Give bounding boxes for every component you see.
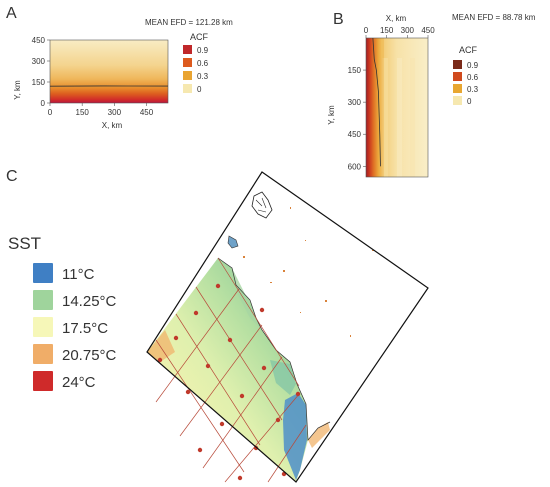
panel-c-sst-title: SST <box>8 234 41 253</box>
panel-a-legend: 0.9 0.6 0.3 0 <box>183 45 209 94</box>
panel-a-y-tick-label: 150 <box>32 78 46 87</box>
panel-a-legend-label: 0 <box>197 85 202 94</box>
panel-a-heatmap <box>50 40 168 103</box>
sea-surface-area <box>147 258 308 482</box>
sst-legend-swatch <box>33 344 53 364</box>
panel-b-x-tick-label: 0 <box>364 26 369 35</box>
sst-legend-label: 24°C <box>62 374 96 391</box>
sst-map <box>146 171 429 483</box>
panel-b-legend-label: 0.9 <box>467 61 479 70</box>
panel-b-legend-swatch <box>453 96 462 105</box>
panel-b-y-tick-label: 600 <box>348 162 362 171</box>
panel-a-legend-label: 0.9 <box>197 46 209 55</box>
panel-a-x-tick-label: 0 <box>48 108 53 117</box>
panel-a-legend-title: ACF <box>190 32 209 42</box>
panel-a: A MEAN EFD = 121.28 km Y, km 0150300450 … <box>6 5 233 130</box>
warm-patch-south <box>308 422 330 448</box>
sst-legend-label: 17.5°C <box>62 320 108 337</box>
panel-a-x-tick-label: 300 <box>108 108 122 117</box>
islands <box>227 191 273 249</box>
warm-patch-west <box>147 330 175 362</box>
sst-legend-label: 11°C <box>62 266 95 283</box>
panel-b-y-tick-label: 150 <box>348 66 362 75</box>
panel-b-legend-swatch <box>453 84 462 93</box>
panel-a-legend-swatch <box>183 58 192 67</box>
panel-a-x-tick-label: 450 <box>140 108 154 117</box>
panel-a-letter: A <box>6 5 17 22</box>
panel-b-legend-label: 0.3 <box>467 85 479 94</box>
upwelling-band <box>283 393 307 480</box>
panel-b-shading <box>381 38 415 177</box>
panel-b-legend: 0.9 0.6 0.3 0 <box>453 60 479 106</box>
panel-c-letter: C <box>6 168 18 185</box>
panel-a-legend-swatch <box>183 71 192 80</box>
panel-a-legend-label: 0.3 <box>197 72 209 81</box>
panel-b-x-tick-label: 450 <box>421 26 435 35</box>
panel-a-ylabel: Y, km <box>13 80 22 100</box>
panel-b-legend-label: 0.6 <box>467 73 479 82</box>
sst-legend-swatch <box>33 290 53 310</box>
panel-b-mean-efd: MEAN EFD = 88.78 km <box>452 13 536 22</box>
sst-legend-swatch <box>33 317 53 337</box>
study-area-box <box>146 171 429 483</box>
panel-b-letter: B <box>333 11 344 28</box>
panel-b: B MEAN EFD = 88.78 km X, km Y, km 0 150 30… <box>327 11 536 178</box>
sampling-grid <box>155 257 307 483</box>
coastal-cool-patch <box>270 360 296 395</box>
sst-legend-label: 20.75°C <box>62 347 117 364</box>
panel-b-y-tick-label: 450 <box>348 130 362 139</box>
panel-a-legend-label: 0.6 <box>197 59 209 68</box>
panel-b-legend-label: 0 <box>467 97 472 106</box>
panel-a-y-tick-label: 0 <box>41 99 46 108</box>
panel-a-y-ticks: 0 150 300 450 <box>32 36 50 108</box>
panel-b-legend-swatch <box>453 72 462 81</box>
grid-nodes <box>157 283 301 481</box>
panel-b-y-tick-label: 300 <box>348 98 362 107</box>
panel-b-x-tick-label: 150 <box>380 26 394 35</box>
panel-a-mean-efd: MEAN EFD = 121.28 km <box>145 18 233 27</box>
panel-a-xlabel: X, km <box>102 121 123 130</box>
panel-c: C SST 11°C 14.25°C 17.5°C 20.75°C 24°C <box>6 168 429 483</box>
panel-a-legend-swatch <box>183 45 192 54</box>
panel-c-sst-legend: 11°C 14.25°C 17.5°C 20.75°C 24°C <box>33 263 117 391</box>
panel-a-y-tick-label: 450 <box>32 36 46 45</box>
sst-legend-label: 14.25°C <box>62 293 117 310</box>
panel-a-x-ticks: 0 150 300 450 <box>48 103 154 117</box>
panel-b-efd-line <box>372 37 381 167</box>
panel-b-frame <box>365 37 429 178</box>
sst-legend-swatch <box>33 263 53 283</box>
panel-a-y-tick-label: 300 <box>32 57 46 66</box>
panel-b-y-ticks: 150 300 450 600 <box>348 66 366 171</box>
panel-b-x-tick-label: 300 <box>401 26 415 35</box>
panel-b-xlabel: X, km <box>386 14 407 23</box>
panel-b-legend-swatch <box>453 60 462 69</box>
panel-b-x-ticks: 0 150 300 450 <box>364 26 435 38</box>
panel-a-frame <box>49 39 169 104</box>
panel-b-ylabel: Y, km <box>327 105 336 125</box>
panel-a-x-tick-label: 150 <box>76 108 90 117</box>
scattered-pixels <box>243 207 374 337</box>
panel-a-legend-swatch <box>183 84 192 93</box>
panel-b-legend-title: ACF <box>459 45 478 55</box>
sst-legend-swatch <box>33 371 53 391</box>
